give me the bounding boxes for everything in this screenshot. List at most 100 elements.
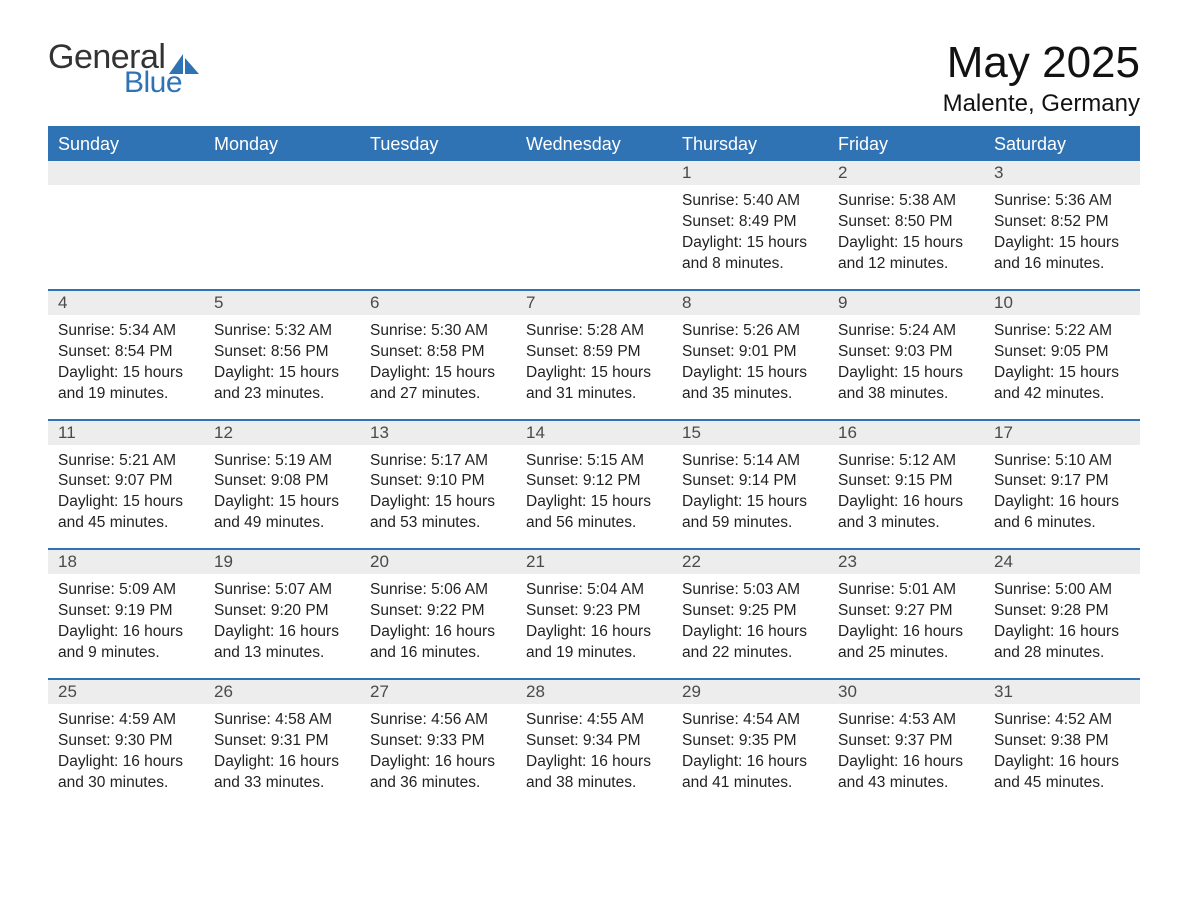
sunset-line: Sunset: 8:52 PM xyxy=(994,212,1130,233)
sunrise-value: 5:00 AM xyxy=(1055,581,1112,598)
day-number-cell: 29 xyxy=(672,679,828,704)
sunrise-label: Sunrise: xyxy=(214,711,275,728)
sunrise-value: 4:53 AM xyxy=(899,711,956,728)
sunset-label: Sunset: xyxy=(370,732,427,749)
day-body-cell: Sunrise: 5:01 AMSunset: 9:27 PMDaylight:… xyxy=(828,574,984,679)
daylight-label: Daylight: xyxy=(214,364,279,381)
sunset-line: Sunset: 9:27 PM xyxy=(838,601,974,622)
daybody-row: Sunrise: 4:59 AMSunset: 9:30 PMDaylight:… xyxy=(48,704,1140,808)
sunset-line: Sunset: 9:19 PM xyxy=(58,601,194,622)
daylight-label: Daylight: xyxy=(838,753,903,770)
day-number-cell xyxy=(516,161,672,185)
daylight-label: Daylight: xyxy=(838,493,903,510)
sunrise-label: Sunrise: xyxy=(58,322,119,339)
sunrise-label: Sunrise: xyxy=(370,581,431,598)
daylight-label: Daylight: xyxy=(58,623,123,640)
day-number-cell: 4 xyxy=(48,290,204,315)
sunset-value: 9:37 PM xyxy=(895,732,953,749)
sunset-line: Sunset: 8:56 PM xyxy=(214,342,350,363)
sunrise-line: Sunrise: 5:06 AM xyxy=(370,580,506,601)
sunset-label: Sunset: xyxy=(58,343,115,360)
daylight-line: Daylight: 16 hours and 28 minutes. xyxy=(994,622,1130,664)
sunrise-label: Sunrise: xyxy=(682,322,743,339)
sunrise-line: Sunrise: 4:59 AM xyxy=(58,710,194,731)
daybody-row: Sunrise: 5:21 AMSunset: 9:07 PMDaylight:… xyxy=(48,445,1140,550)
day-number-cell: 31 xyxy=(984,679,1140,704)
sunset-line: Sunset: 9:37 PM xyxy=(838,731,974,752)
daylight-line: Daylight: 16 hours and 6 minutes. xyxy=(994,492,1130,534)
daylight-line: Daylight: 16 hours and 33 minutes. xyxy=(214,752,350,794)
sunset-line: Sunset: 9:30 PM xyxy=(58,731,194,752)
sunset-value: 9:08 PM xyxy=(271,472,329,489)
sunset-label: Sunset: xyxy=(214,732,271,749)
daylight-label: Daylight: xyxy=(526,623,591,640)
weekday-header: Saturday xyxy=(984,127,1140,161)
daylight-line: Daylight: 16 hours and 25 minutes. xyxy=(838,622,974,664)
sunrise-value: 5:36 AM xyxy=(1055,192,1112,209)
daylight-line: Daylight: 15 hours and 56 minutes. xyxy=(526,492,662,534)
sunrise-value: 4:56 AM xyxy=(431,711,488,728)
day-number-cell xyxy=(48,161,204,185)
weekday-header: Thursday xyxy=(672,127,828,161)
day-body-cell: Sunrise: 5:17 AMSunset: 9:10 PMDaylight:… xyxy=(360,445,516,550)
daylight-label: Daylight: xyxy=(682,753,747,770)
sunset-value: 9:35 PM xyxy=(739,732,797,749)
sunrise-label: Sunrise: xyxy=(838,452,899,469)
sunrise-line: Sunrise: 5:34 AM xyxy=(58,321,194,342)
daylight-line: Daylight: 16 hours and 43 minutes. xyxy=(838,752,974,794)
sunrise-line: Sunrise: 4:52 AM xyxy=(994,710,1130,731)
day-body-cell xyxy=(204,185,360,290)
day-number-cell: 2 xyxy=(828,161,984,185)
day-number-cell: 24 xyxy=(984,549,1140,574)
day-number-cell: 7 xyxy=(516,290,672,315)
day-number-cell: 30 xyxy=(828,679,984,704)
daylight-line: Daylight: 15 hours and 59 minutes. xyxy=(682,492,818,534)
sunset-line: Sunset: 9:15 PM xyxy=(838,471,974,492)
sunrise-line: Sunrise: 5:30 AM xyxy=(370,321,506,342)
day-body-cell: Sunrise: 4:55 AMSunset: 9:34 PMDaylight:… xyxy=(516,704,672,808)
sunrise-value: 5:28 AM xyxy=(587,322,644,339)
sunrise-label: Sunrise: xyxy=(526,322,587,339)
location-label: Malente, Germany xyxy=(943,90,1140,118)
sunset-label: Sunset: xyxy=(58,602,115,619)
sunrise-value: 5:22 AM xyxy=(1055,322,1112,339)
sunrise-line: Sunrise: 5:38 AM xyxy=(838,191,974,212)
weekday-header: Monday xyxy=(204,127,360,161)
sunrise-label: Sunrise: xyxy=(682,192,743,209)
sunset-line: Sunset: 9:01 PM xyxy=(682,342,818,363)
sunset-value: 9:23 PM xyxy=(583,602,641,619)
sunrise-line: Sunrise: 5:04 AM xyxy=(526,580,662,601)
weekday-header: Sunday xyxy=(48,127,204,161)
day-number-cell: 18 xyxy=(48,549,204,574)
day-number-cell: 19 xyxy=(204,549,360,574)
daynum-row: 45678910 xyxy=(48,290,1140,315)
sunrise-value: 5:17 AM xyxy=(431,452,488,469)
daylight-label: Daylight: xyxy=(214,623,279,640)
sunset-value: 9:27 PM xyxy=(895,602,953,619)
day-body-cell: Sunrise: 5:06 AMSunset: 9:22 PMDaylight:… xyxy=(360,574,516,679)
sunrise-value: 4:59 AM xyxy=(119,711,176,728)
sunrise-line: Sunrise: 4:54 AM xyxy=(682,710,818,731)
day-body-cell: Sunrise: 5:36 AMSunset: 8:52 PMDaylight:… xyxy=(984,185,1140,290)
day-number-cell: 12 xyxy=(204,420,360,445)
sunset-label: Sunset: xyxy=(214,602,271,619)
day-body-cell: Sunrise: 5:38 AMSunset: 8:50 PMDaylight:… xyxy=(828,185,984,290)
day-body-cell: Sunrise: 5:15 AMSunset: 9:12 PMDaylight:… xyxy=(516,445,672,550)
sunset-label: Sunset: xyxy=(526,602,583,619)
day-number-cell: 27 xyxy=(360,679,516,704)
sunrise-line: Sunrise: 5:21 AM xyxy=(58,451,194,472)
sunrise-value: 5:03 AM xyxy=(743,581,800,598)
daylight-line: Daylight: 15 hours and 31 minutes. xyxy=(526,363,662,405)
sunset-label: Sunset: xyxy=(682,213,739,230)
sunrise-line: Sunrise: 5:32 AM xyxy=(214,321,350,342)
calendar-table: SundayMondayTuesdayWednesdayThursdayFrid… xyxy=(48,126,1140,807)
day-body-cell: Sunrise: 5:24 AMSunset: 9:03 PMDaylight:… xyxy=(828,315,984,420)
sunrise-line: Sunrise: 5:14 AM xyxy=(682,451,818,472)
daynum-row: 18192021222324 xyxy=(48,549,1140,574)
daylight-line: Daylight: 16 hours and 41 minutes. xyxy=(682,752,818,794)
day-body-cell: Sunrise: 4:53 AMSunset: 9:37 PMDaylight:… xyxy=(828,704,984,808)
day-body-cell: Sunrise: 5:07 AMSunset: 9:20 PMDaylight:… xyxy=(204,574,360,679)
sunrise-value: 4:55 AM xyxy=(587,711,644,728)
sunrise-line: Sunrise: 5:07 AM xyxy=(214,580,350,601)
brand-logo: General Blue xyxy=(48,40,199,98)
